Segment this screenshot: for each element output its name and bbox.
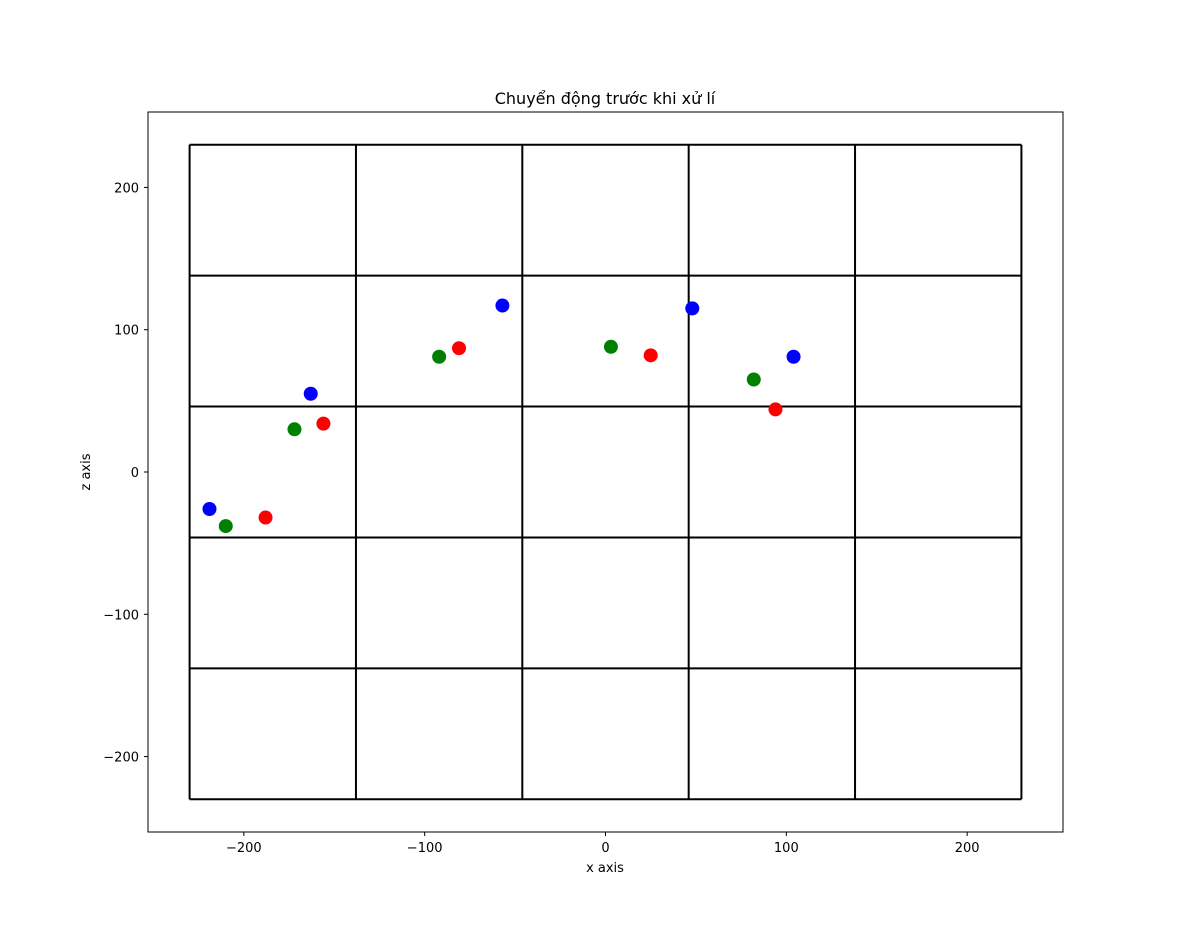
y-axis-ticks: −200 −100 0 100 200 xyxy=(103,181,148,766)
data-point-1-1 xyxy=(287,422,302,437)
x-tick-label-1: −100 xyxy=(407,841,443,856)
data-point-2-2 xyxy=(452,341,467,356)
y-axis-label: z axis xyxy=(79,453,94,490)
x-tick-label-2: 0 xyxy=(601,841,609,856)
data-point-0-1 xyxy=(303,386,318,401)
grid xyxy=(188,143,1023,801)
x-tick-label-4: 200 xyxy=(955,841,980,856)
y-tick-label-4: 200 xyxy=(114,181,139,196)
data-point-2-4 xyxy=(768,402,783,417)
x-axis-label: x axis xyxy=(586,861,624,876)
y-tick-label-0: −200 xyxy=(103,751,139,766)
data-point-1-3 xyxy=(603,339,618,354)
data-point-0-4 xyxy=(786,349,801,364)
data-point-0-3 xyxy=(685,301,700,316)
x-tick-label-3: 100 xyxy=(774,841,799,856)
chart-title: Chuyển động trước khi xử lí xyxy=(495,89,716,108)
data-points xyxy=(202,298,801,534)
data-point-0-0 xyxy=(202,501,217,516)
plot-area-frame xyxy=(147,111,1064,833)
data-point-1-0 xyxy=(218,519,233,534)
x-tick-label-0: −200 xyxy=(226,841,262,856)
data-point-2-0 xyxy=(258,510,273,525)
y-tick-label-3: 100 xyxy=(114,324,139,339)
y-tick-label-2: 0 xyxy=(131,466,139,481)
y-tick-label-1: −100 xyxy=(103,608,139,623)
data-point-2-1 xyxy=(316,416,331,431)
data-point-2-3 xyxy=(643,348,658,363)
data-point-1-4 xyxy=(746,372,761,387)
x-axis-ticks: −200 −100 0 100 200 xyxy=(226,832,980,856)
data-point-1-2 xyxy=(432,349,447,364)
data-point-0-2 xyxy=(495,298,510,313)
